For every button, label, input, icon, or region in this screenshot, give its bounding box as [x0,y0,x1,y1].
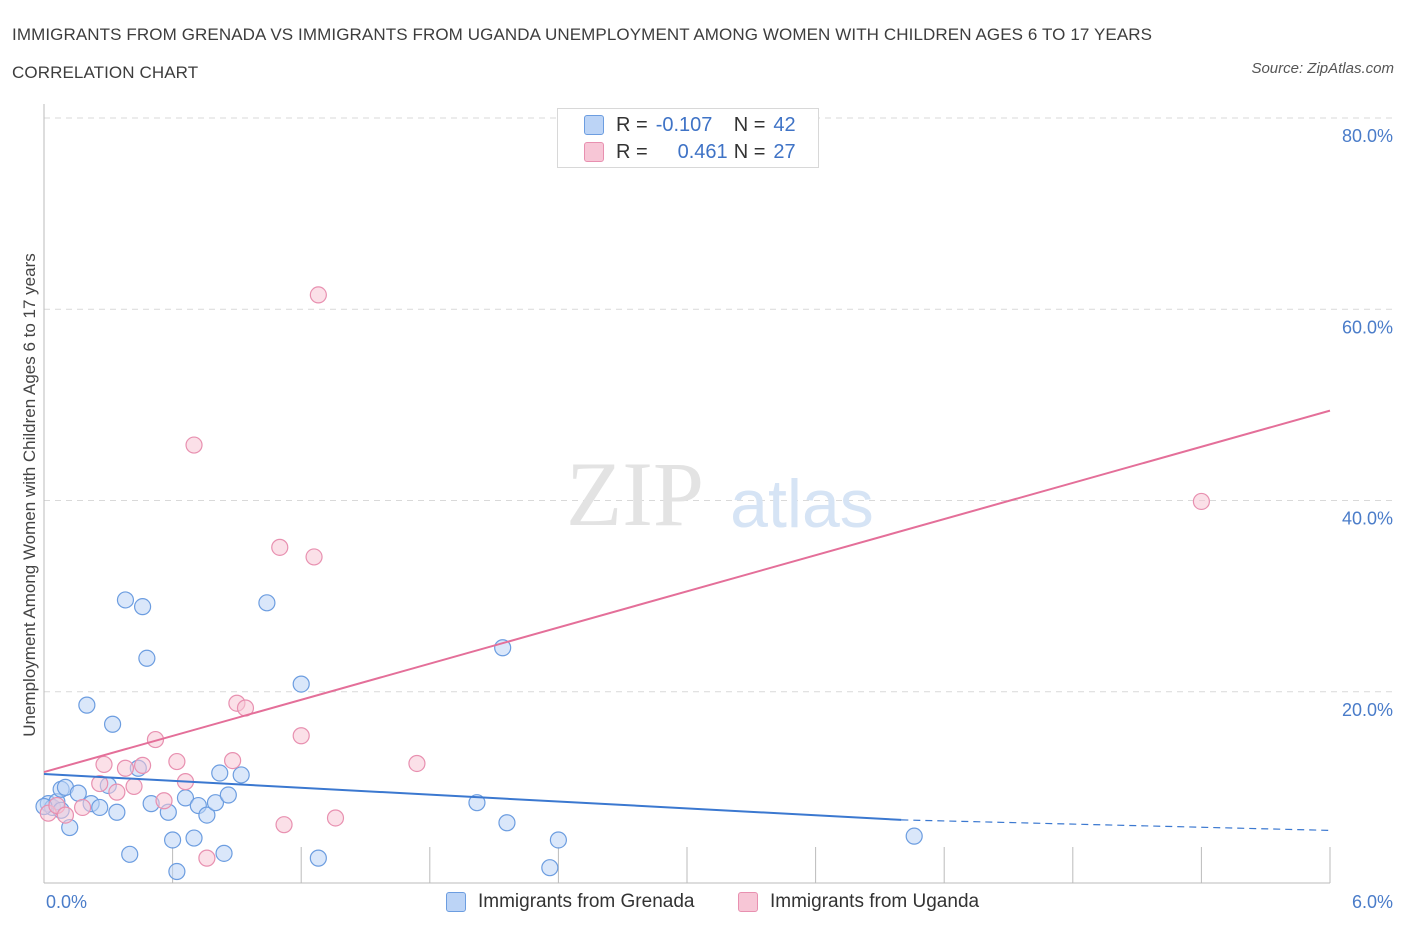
legend-item-grenada: Immigrants from Grenada [446,890,694,914]
uganda-point [146,730,165,749]
uganda-point [56,806,75,824]
legend-swatch-grenada [584,115,604,135]
chart-title: IMMIGRANTS FROM GRENADA VS IMMIGRANTS FR… [12,25,1153,82]
uganda-point [198,849,216,867]
grenada-trend-line [43,772,902,821]
grenada-point [185,829,203,847]
legend-n-label: N = [733,140,766,163]
gridlines [44,117,1395,693]
uganda-point [275,816,293,834]
grenada-point [206,794,225,812]
uganda-point [305,548,323,566]
legend-label-uganda: Immigrants from Uganda [770,891,980,912]
watermark-atlas: atlas [730,466,874,542]
grenada-point [121,845,139,863]
legend-n-value: 27 [773,140,796,163]
grenada-point [116,591,135,609]
correlation-legend: R = -0.107 N = 42 R = 0.461 N = 27 [557,108,819,168]
legend-row-grenada: R = -0.107 N = 42 [584,113,796,137]
grenada-point [219,786,237,804]
grenada-point [549,831,568,849]
grenada-point [133,598,152,616]
grenada-point [215,844,233,862]
grenada-point [468,794,486,812]
legend-row-uganda: R = 0.461 N = 27 [584,140,796,164]
uganda-point [155,792,173,810]
uganda-point [73,798,92,817]
uganda-trend-line [43,409,1331,774]
grenada-point [164,831,182,849]
grenada-point [78,696,96,714]
uganda-point [271,538,289,556]
uganda-point [292,727,310,745]
y-tick-label: 60.0% [1342,317,1393,337]
legend-swatch-uganda [584,142,604,162]
legend-n-value: 42 [773,113,796,136]
legend-r-value: 0.461 [677,140,728,163]
grenada-point [138,649,156,667]
grenada-point [103,715,122,733]
grenada-point [541,859,559,877]
grenada-point [292,675,310,693]
uganda-point [224,751,242,770]
grenada-trend-extension [901,819,1331,832]
grenada-point [211,764,229,782]
grenada-point [232,766,250,784]
grenada-point [69,784,87,802]
uganda-point [95,755,113,774]
uganda-point [1192,492,1211,511]
legend-r-label: R = [616,140,648,163]
uganda-point [168,752,186,771]
x-tick-label: 0.0% [46,892,87,912]
uganda-point [408,754,426,773]
grenada-point [91,798,109,817]
grenada-point [108,803,126,821]
legend-label-grenada: Immigrants from Grenada [478,891,695,912]
legend-swatch-uganda [738,892,758,912]
x-tick-label: 6.0% [1352,892,1393,912]
chart-source: Source: ZipAtlas.com [1251,60,1394,77]
y-tick-label: 40.0% [1342,509,1393,529]
y-tick-label: 80.0% [1342,126,1393,146]
legend-swatch-grenada [446,892,466,912]
grenada-point [168,862,186,881]
legend-item-uganda: Immigrants from Uganda [738,890,979,914]
trend-lines [43,409,1331,832]
uganda-point [309,286,327,304]
data-points [35,286,1211,881]
grenada-point [258,594,276,612]
legend-r-value: -0.107 [655,113,713,136]
uganda-point [125,777,143,796]
uganda-point [133,756,152,774]
uganda-point [91,774,109,793]
legend-r-label: R = [616,113,648,136]
tick-labels: 20.0% 40.0% 60.0% 80.0% 0.0% 6.0% [46,126,1393,912]
y-tick-label: 20.0% [1342,700,1393,720]
grenada-point [498,814,516,832]
watermark-zip: ZIP [566,443,704,545]
uganda-point [108,783,126,801]
grenada-point [905,827,923,845]
uganda-point [326,809,345,827]
uganda-point [185,436,203,454]
legend-n-label: N = [733,113,766,136]
uganda-point [116,759,135,777]
grenada-point [198,806,216,824]
grenada-point [309,849,327,867]
